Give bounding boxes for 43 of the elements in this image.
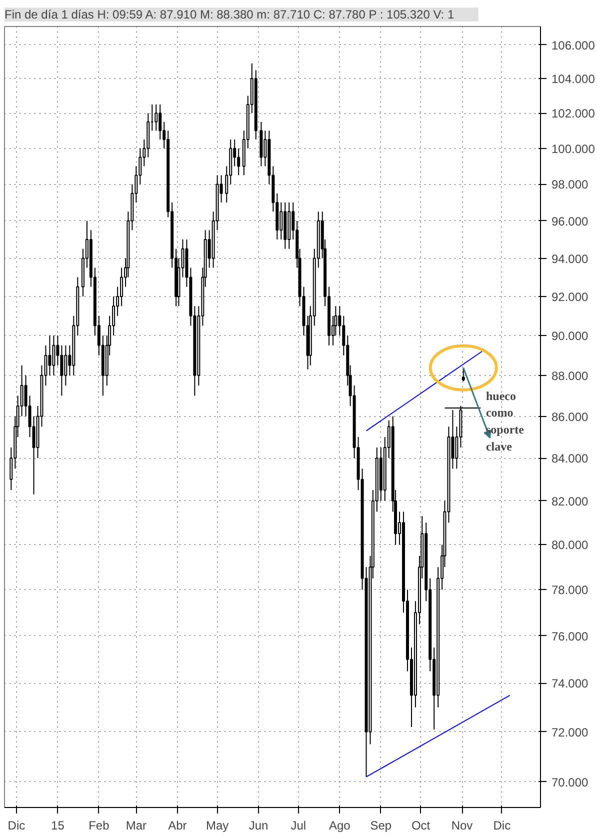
candlestick	[280, 202, 283, 240]
y-tick-label: 74.000	[552, 676, 589, 691]
candlestick	[158, 104, 162, 140]
x-tick-label: 15	[51, 818, 65, 832]
x-tick-label: Dic	[493, 818, 511, 832]
y-tick-label: 88.000	[552, 368, 589, 383]
y-tick-label: 70.000	[552, 775, 589, 790]
candlestick	[48, 335, 52, 376]
x-tick-label: Feb	[88, 818, 110, 832]
y-tick-label: 102.000	[552, 106, 596, 121]
x-tick-label: Mar	[126, 818, 147, 832]
y-tick-label: 104.000	[552, 72, 596, 86]
x-tick-label: Nov	[451, 818, 473, 832]
y-tick-label: 76.000	[552, 629, 589, 644]
y-tick-label: 96.000	[552, 214, 589, 228]
y-tick-label: 94.000	[552, 252, 589, 266]
y-tick-label: 90.000	[552, 329, 589, 344]
x-tick-label: Ago	[328, 818, 351, 832]
candlestick	[154, 104, 158, 132]
candlestick	[237, 148, 240, 176]
y-tick-label: 86.000	[552, 410, 589, 424]
y-tick-label: 82.000	[552, 494, 589, 508]
y-tick-label: 106.000	[552, 38, 596, 52]
x-tick-label: Abr	[168, 818, 187, 832]
x-tick-label: Jun	[248, 818, 268, 832]
y-tick-label: 72.000	[552, 725, 589, 740]
x-tick-label: Dic	[8, 818, 26, 832]
y-tick-label: 80.000	[552, 538, 589, 552]
y-tick-label: 84.000	[552, 452, 589, 466]
y-tick-label: 98.000	[552, 178, 589, 192]
y-tick-label: 100.000	[552, 142, 596, 156]
y-tick-label: 92.000	[552, 290, 589, 304]
candlestick	[120, 267, 124, 307]
candlestick	[60, 344, 64, 396]
x-tick-label: Jul	[290, 818, 306, 832]
x-tick-label: May	[206, 818, 229, 832]
y-tick-label: 78.000	[552, 583, 589, 598]
candlestick	[64, 344, 68, 386]
candlestick	[462, 367, 465, 382]
x-tick-label: Sep	[370, 818, 392, 832]
x-tick-label: Oct	[411, 818, 431, 832]
candlestick	[52, 335, 56, 376]
chart-title: Fin de día 1 días H: 09:59 A: 87.910 M: 88.380 m: 87.710 C: 87.780 P : 105.320 V: 1	[4, 8, 454, 22]
